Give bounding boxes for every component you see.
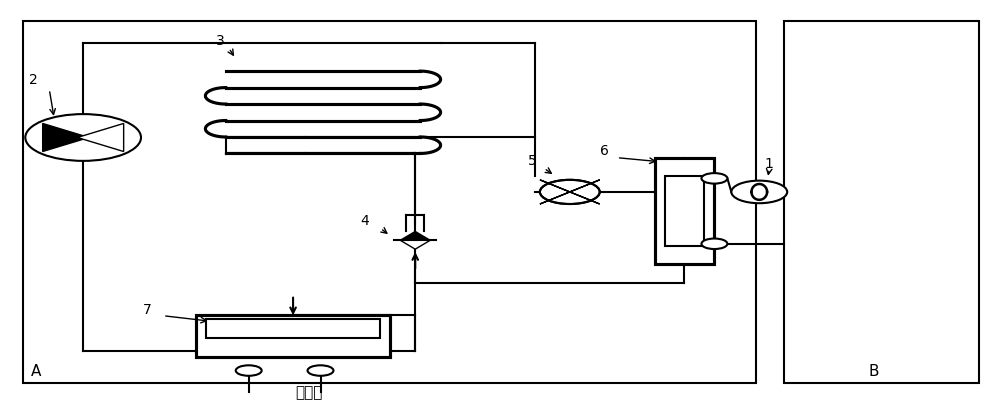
Bar	[196, 315, 390, 357]
Polygon shape	[77, 124, 124, 152]
Circle shape	[308, 365, 333, 376]
Circle shape	[701, 174, 727, 184]
Text: 5: 5	[528, 153, 537, 167]
Polygon shape	[540, 180, 600, 205]
Bar	[665, 177, 704, 246]
Circle shape	[540, 180, 600, 205]
Text: A: A	[31, 363, 42, 377]
Text: 供热水: 供热水	[296, 384, 323, 399]
Text: 4: 4	[360, 214, 369, 228]
Circle shape	[25, 115, 141, 162]
Polygon shape	[540, 180, 600, 205]
Polygon shape	[43, 124, 89, 152]
Text: 2: 2	[29, 73, 38, 87]
Polygon shape	[400, 232, 430, 241]
Text: B: B	[869, 363, 879, 377]
Circle shape	[236, 365, 262, 376]
Text: 1: 1	[764, 156, 773, 170]
Text: 6: 6	[600, 143, 609, 157]
Bar	[206, 320, 380, 338]
Circle shape	[701, 239, 727, 249]
Text: 3: 3	[216, 34, 225, 47]
Circle shape	[731, 181, 787, 204]
Polygon shape	[400, 241, 430, 249]
Bar	[23, 21, 756, 384]
Text: 7: 7	[143, 302, 152, 316]
Bar	[655, 158, 714, 265]
Bar	[784, 21, 979, 384]
